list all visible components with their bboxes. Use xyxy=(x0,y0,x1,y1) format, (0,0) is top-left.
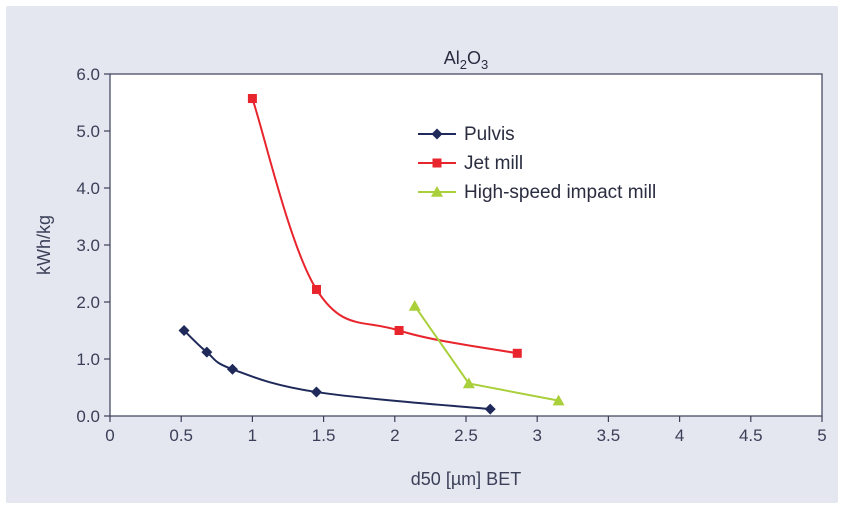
x-tick-label: 2.5 xyxy=(454,426,478,445)
x-tick-label: 4.5 xyxy=(739,426,763,445)
data-point-jet-mill xyxy=(512,348,522,358)
series-line-pulvis xyxy=(183,329,491,411)
data-point-pulvis xyxy=(178,325,190,336)
title-sub-2: 2 xyxy=(460,57,467,72)
x-axis-label: d50 [µm] BET xyxy=(411,469,521,489)
y-tick-label: 6.0 xyxy=(76,65,100,84)
x-tick-label: 0 xyxy=(105,426,114,445)
x-tick-label: 2 xyxy=(390,426,399,445)
series-markers xyxy=(178,94,565,415)
y-tick-label: 0.0 xyxy=(76,407,100,426)
legend-marker-pulvis xyxy=(431,128,443,140)
legend-marker-jet-mill xyxy=(432,158,442,168)
data-point-pulvis xyxy=(226,363,238,375)
x-tick-label: 1.5 xyxy=(312,426,336,445)
data-point-high-speed-impact-mill xyxy=(462,377,475,389)
title-sub-3: 3 xyxy=(481,57,488,72)
x-axis: 0 0.5 1 1.5 2 2.5 3 3.5 4 4.5 5 xyxy=(105,416,827,445)
data-point-pulvis xyxy=(484,403,496,415)
data-point-jet-mill xyxy=(394,326,404,335)
y-tick-label: 2.0 xyxy=(76,293,100,312)
legend: Pulvis Jet mill High-speed impact mill xyxy=(418,124,656,203)
title-part-o: O xyxy=(467,48,481,68)
y-axis-label: kWh/kg xyxy=(34,215,54,275)
x-tick-label: 3.5 xyxy=(597,426,621,445)
chart-title: Al2O3 xyxy=(444,48,489,72)
data-point-high-speed-impact-mill xyxy=(408,299,421,311)
legend-marker-high-speed-impact-mill xyxy=(431,186,443,197)
data-point-pulvis xyxy=(201,346,213,358)
series-line-jet-mill xyxy=(251,98,518,355)
data-point-pulvis xyxy=(310,386,322,398)
data-point-jet-mill xyxy=(311,284,321,294)
y-axis: 0.0 1.0 2.0 3.0 4.0 5.0 6.0 xyxy=(76,65,110,426)
data-point-high-speed-impact-mill xyxy=(552,394,565,406)
x-tick-label: 0.5 xyxy=(169,426,193,445)
x-tick-label: 3 xyxy=(532,426,541,445)
legend-label-pulvis: Pulvis xyxy=(464,124,515,145)
y-tick-label: 1.0 xyxy=(76,350,100,369)
y-tick-label: 4.0 xyxy=(76,179,100,198)
x-tick-label: 5 xyxy=(817,426,826,445)
data-point-jet-mill xyxy=(247,94,257,104)
y-tick-label: 3.0 xyxy=(76,236,100,255)
title-part-al: Al xyxy=(444,48,460,68)
x-tick-label: 1 xyxy=(248,426,257,445)
x-tick-label: 4 xyxy=(675,426,684,445)
legend-label-jet-mill: Jet mill xyxy=(464,153,523,174)
legend-label-high-speed-impact-mill: High-speed impact mill xyxy=(464,182,656,203)
y-tick-label: 5.0 xyxy=(76,122,100,141)
plot-area xyxy=(109,73,823,417)
